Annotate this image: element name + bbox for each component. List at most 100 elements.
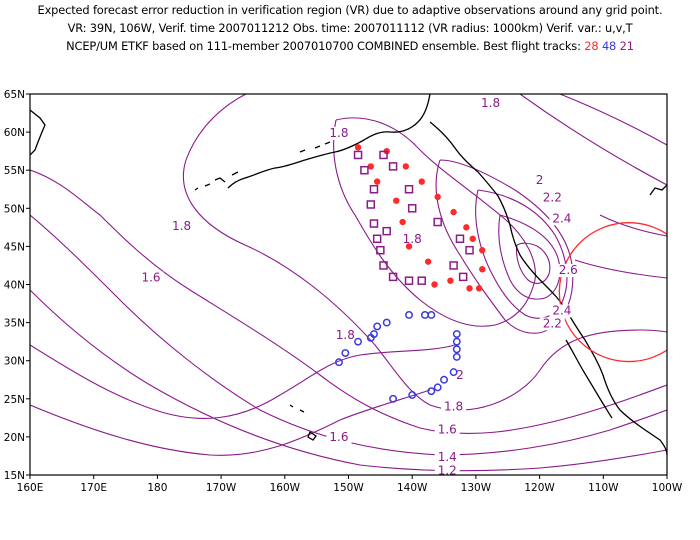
- title-line-3-prefix: NCEP/UM ETKF based on 111-member 2007010…: [66, 39, 581, 53]
- contour-label-bg: [454, 369, 466, 383]
- map-background: [30, 94, 667, 475]
- lon-tick-label: 160E: [17, 482, 44, 494]
- red-track-point: [463, 224, 470, 231]
- contour-label: 1.6: [329, 430, 348, 444]
- contour-label-bg: [549, 304, 575, 318]
- gulf-alaska-islands: [299, 141, 331, 153]
- contour-label: 1.2: [438, 463, 457, 477]
- purple-track-point: [353, 150, 363, 160]
- lon-tick-label: 180: [147, 482, 167, 494]
- lat-tick-label: 45N: [4, 241, 25, 253]
- contour-label: 2.4: [552, 303, 571, 317]
- blue-track-point: [440, 375, 448, 384]
- purple-track-point: [382, 226, 391, 236]
- lat-tick-label: 50N: [4, 203, 25, 215]
- contour-east-1: [559, 94, 667, 146]
- blue-track-count: 48: [601, 39, 617, 53]
- contour-label: 1.6: [438, 422, 457, 436]
- contour-label: 1.8: [444, 399, 463, 413]
- lat-tick-label: 20N: [4, 432, 25, 444]
- contour-label-bg: [169, 219, 195, 233]
- blue-track-point: [452, 352, 461, 361]
- blue-track-point: [408, 391, 417, 399]
- red-track-point: [405, 243, 413, 250]
- contour-label-bg: [539, 191, 565, 205]
- red-track-point: [399, 218, 406, 226]
- contour-label-bg: [555, 264, 581, 278]
- purple-track-point: [404, 276, 414, 285]
- kamchatka-tip: [30, 109, 46, 156]
- contour-label: 2.4: [552, 211, 571, 225]
- lat-tick-label: 35N: [4, 318, 25, 330]
- lat-tick-label: 60N: [4, 127, 25, 139]
- red-track-point: [418, 178, 425, 185]
- lon-tick-label: 170W: [206, 482, 237, 494]
- red-track-point: [466, 285, 473, 292]
- purple-track-point: [449, 261, 458, 270]
- purple-track-point: [379, 150, 388, 160]
- purple-track-point: [407, 204, 417, 213]
- contour-label-bg: [549, 212, 575, 226]
- blue-track-point: [452, 330, 461, 338]
- lon-tick-label: 120W: [524, 482, 555, 494]
- contour-1-6: [30, 169, 667, 435]
- contour-label: 1.8: [329, 126, 348, 140]
- contour-east-2: [519, 94, 667, 186]
- contour-1-8-outer: [182, 94, 667, 411]
- blue-track-point: [373, 322, 382, 331]
- contour-2-2: [475, 189, 568, 319]
- contour-label-bg: [434, 450, 460, 464]
- blue-track-point: [452, 345, 461, 354]
- lat-tick-label: 25N: [4, 394, 25, 406]
- lat-tick-label: 65N: [4, 89, 25, 101]
- blue-track-point: [427, 387, 436, 396]
- purple-track-point: [417, 276, 427, 285]
- blue-track-point: [427, 311, 436, 319]
- purple-track-point: [465, 245, 474, 255]
- red-track-point: [479, 266, 486, 273]
- baja-peninsula: [565, 339, 613, 419]
- contour-label: 1.8: [403, 232, 422, 246]
- contour-label: 2.2: [543, 316, 562, 330]
- lat-tick-label: 55N: [4, 165, 25, 177]
- contour-label-bg: [478, 97, 504, 111]
- contour-2-6: [516, 242, 551, 284]
- contour-label-bg: [332, 328, 358, 342]
- purple-track-point: [376, 245, 385, 255]
- lon-tick-label: 110W: [588, 482, 619, 494]
- purple-track-point: [455, 234, 465, 244]
- lon-tick-label: 130W: [461, 482, 492, 494]
- contour-2-4: [498, 214, 561, 300]
- blue-track-point: [405, 311, 413, 319]
- contour-1-6-west: [30, 389, 431, 456]
- purple-track-point: [404, 185, 414, 194]
- blue-track-point: [433, 383, 442, 392]
- lat-tick-label: 15N: [4, 470, 25, 482]
- blue-track-point: [334, 358, 343, 367]
- lat-tick-label: 40N: [4, 280, 25, 292]
- blue-track-point: [341, 349, 350, 358]
- contour-label-bg: [326, 126, 352, 140]
- contour-label-bg: [534, 174, 546, 188]
- red-track-point: [469, 235, 476, 242]
- title-line-3: NCEP/UM ETKF based on 111-member 2007010…: [0, 37, 700, 55]
- purple-track-point: [379, 261, 388, 270]
- contour-label-bg: [539, 317, 565, 331]
- contour-label-bg: [138, 271, 164, 285]
- contour-label-bg: [326, 430, 352, 444]
- red-track-point: [424, 258, 432, 265]
- lon-tick-label: 150W: [333, 482, 364, 494]
- contour-label: 2: [536, 173, 544, 187]
- great-lakes-hint: [649, 184, 667, 196]
- red-track-point: [354, 144, 362, 151]
- red-track-point: [373, 178, 381, 185]
- contour-label: 1.8: [172, 219, 191, 233]
- purple-track-point: [369, 219, 379, 228]
- contour-1-2: [30, 289, 667, 472]
- contour-1-4: [30, 214, 667, 456]
- contour-label: 1.8: [481, 96, 500, 110]
- contour-1-8-west: [30, 344, 456, 419]
- latitude-axis: 15N 20N 25N 30N 35N 40N 45N 50N 55N 60N 65N: [4, 89, 30, 482]
- blue-track-point: [382, 318, 391, 327]
- contour-label-bg: [441, 400, 467, 414]
